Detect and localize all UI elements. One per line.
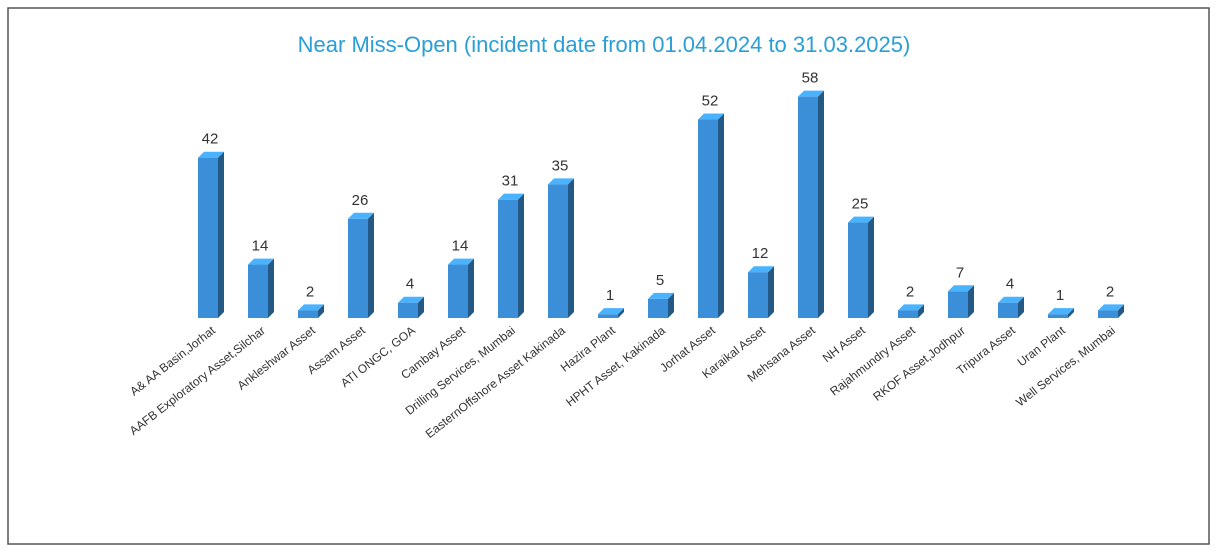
chart-title: Near Miss-Open (incident date from 01.04… [298, 32, 911, 57]
bar-front [848, 222, 868, 318]
data-label: 58 [802, 70, 819, 87]
bar-front [298, 310, 318, 318]
bar [298, 304, 324, 318]
bar [548, 178, 574, 318]
bar [448, 258, 474, 318]
bar [648, 292, 674, 318]
bar [948, 285, 974, 318]
bar-top [398, 296, 424, 303]
bar-top [1098, 304, 1124, 311]
bar [1048, 308, 1074, 318]
bar-side [218, 151, 224, 318]
data-label: 1 [1056, 287, 1064, 304]
bar-side [968, 285, 974, 318]
bar-side [718, 113, 724, 319]
bar-front [1098, 310, 1118, 318]
data-label: 14 [452, 238, 469, 255]
bar-front [948, 291, 968, 318]
bar [598, 308, 624, 318]
chart-frame [7, 7, 1210, 545]
bar-front [448, 264, 468, 318]
bar-top [548, 178, 574, 185]
bar-front [898, 310, 918, 318]
data-label: 14 [252, 238, 269, 255]
bar-top [348, 212, 374, 219]
data-label: 2 [1106, 283, 1114, 300]
bar-front [548, 184, 568, 318]
bar-front [698, 119, 718, 319]
data-label: 1 [606, 287, 614, 304]
bar-front [498, 199, 518, 318]
bar-top [748, 266, 774, 273]
data-label: 52 [702, 93, 719, 110]
data-label: 4 [406, 276, 414, 293]
bar-side [918, 304, 924, 318]
bar-side [868, 216, 874, 318]
bar-top [498, 193, 524, 200]
data-label: 2 [906, 283, 914, 300]
bar-top [1048, 308, 1074, 315]
bar-front [748, 272, 768, 318]
bar-top [698, 113, 724, 120]
bar [848, 216, 874, 318]
bar-side [368, 212, 374, 318]
bar-top [948, 285, 974, 292]
bar-top [798, 90, 824, 97]
bar-side [418, 296, 424, 318]
bar [998, 296, 1024, 318]
bar-top [648, 292, 674, 299]
bar-side [668, 292, 674, 318]
data-label: 25 [852, 196, 869, 213]
bar-side [518, 193, 524, 318]
bar [498, 193, 524, 318]
bar-front [998, 302, 1018, 318]
bar-side [818, 90, 824, 318]
bar-front [198, 157, 218, 318]
bar-front [348, 218, 368, 318]
data-label: 35 [552, 157, 569, 174]
bar-top [248, 258, 274, 265]
bar-side [1068, 308, 1074, 318]
bar-top [448, 258, 474, 265]
bar-front [648, 298, 668, 318]
bar [198, 151, 224, 318]
bar [798, 90, 824, 318]
data-label: 4 [1006, 276, 1014, 293]
bar-side [468, 258, 474, 318]
data-label: 7 [956, 264, 964, 281]
data-label: 31 [502, 173, 519, 190]
bar-front [798, 96, 818, 318]
bar-front [248, 264, 268, 318]
data-label: 5 [656, 272, 664, 289]
bar-side [268, 258, 274, 318]
bar-side [1018, 296, 1024, 318]
bar-top [898, 304, 924, 311]
data-label: 12 [752, 245, 769, 262]
bar [248, 258, 274, 318]
bar-front [1048, 314, 1068, 318]
bar-top [598, 308, 624, 315]
bar [698, 113, 724, 319]
data-label: 2 [306, 283, 314, 300]
data-label: 42 [202, 131, 219, 148]
bar [348, 212, 374, 318]
bar-top [848, 216, 874, 223]
bar-side [318, 304, 324, 318]
bar-side [768, 266, 774, 318]
data-label: 26 [352, 192, 369, 209]
bar-top [298, 304, 324, 311]
bar-front [598, 314, 618, 318]
bar-front [398, 302, 418, 318]
bar-top [198, 151, 224, 158]
bar-side [618, 308, 624, 318]
bar [898, 304, 924, 318]
bar [398, 296, 424, 318]
bar-side [568, 178, 574, 318]
bar [1098, 304, 1124, 318]
bar [748, 266, 774, 318]
bar-side [1118, 304, 1124, 318]
bar-top [998, 296, 1024, 303]
